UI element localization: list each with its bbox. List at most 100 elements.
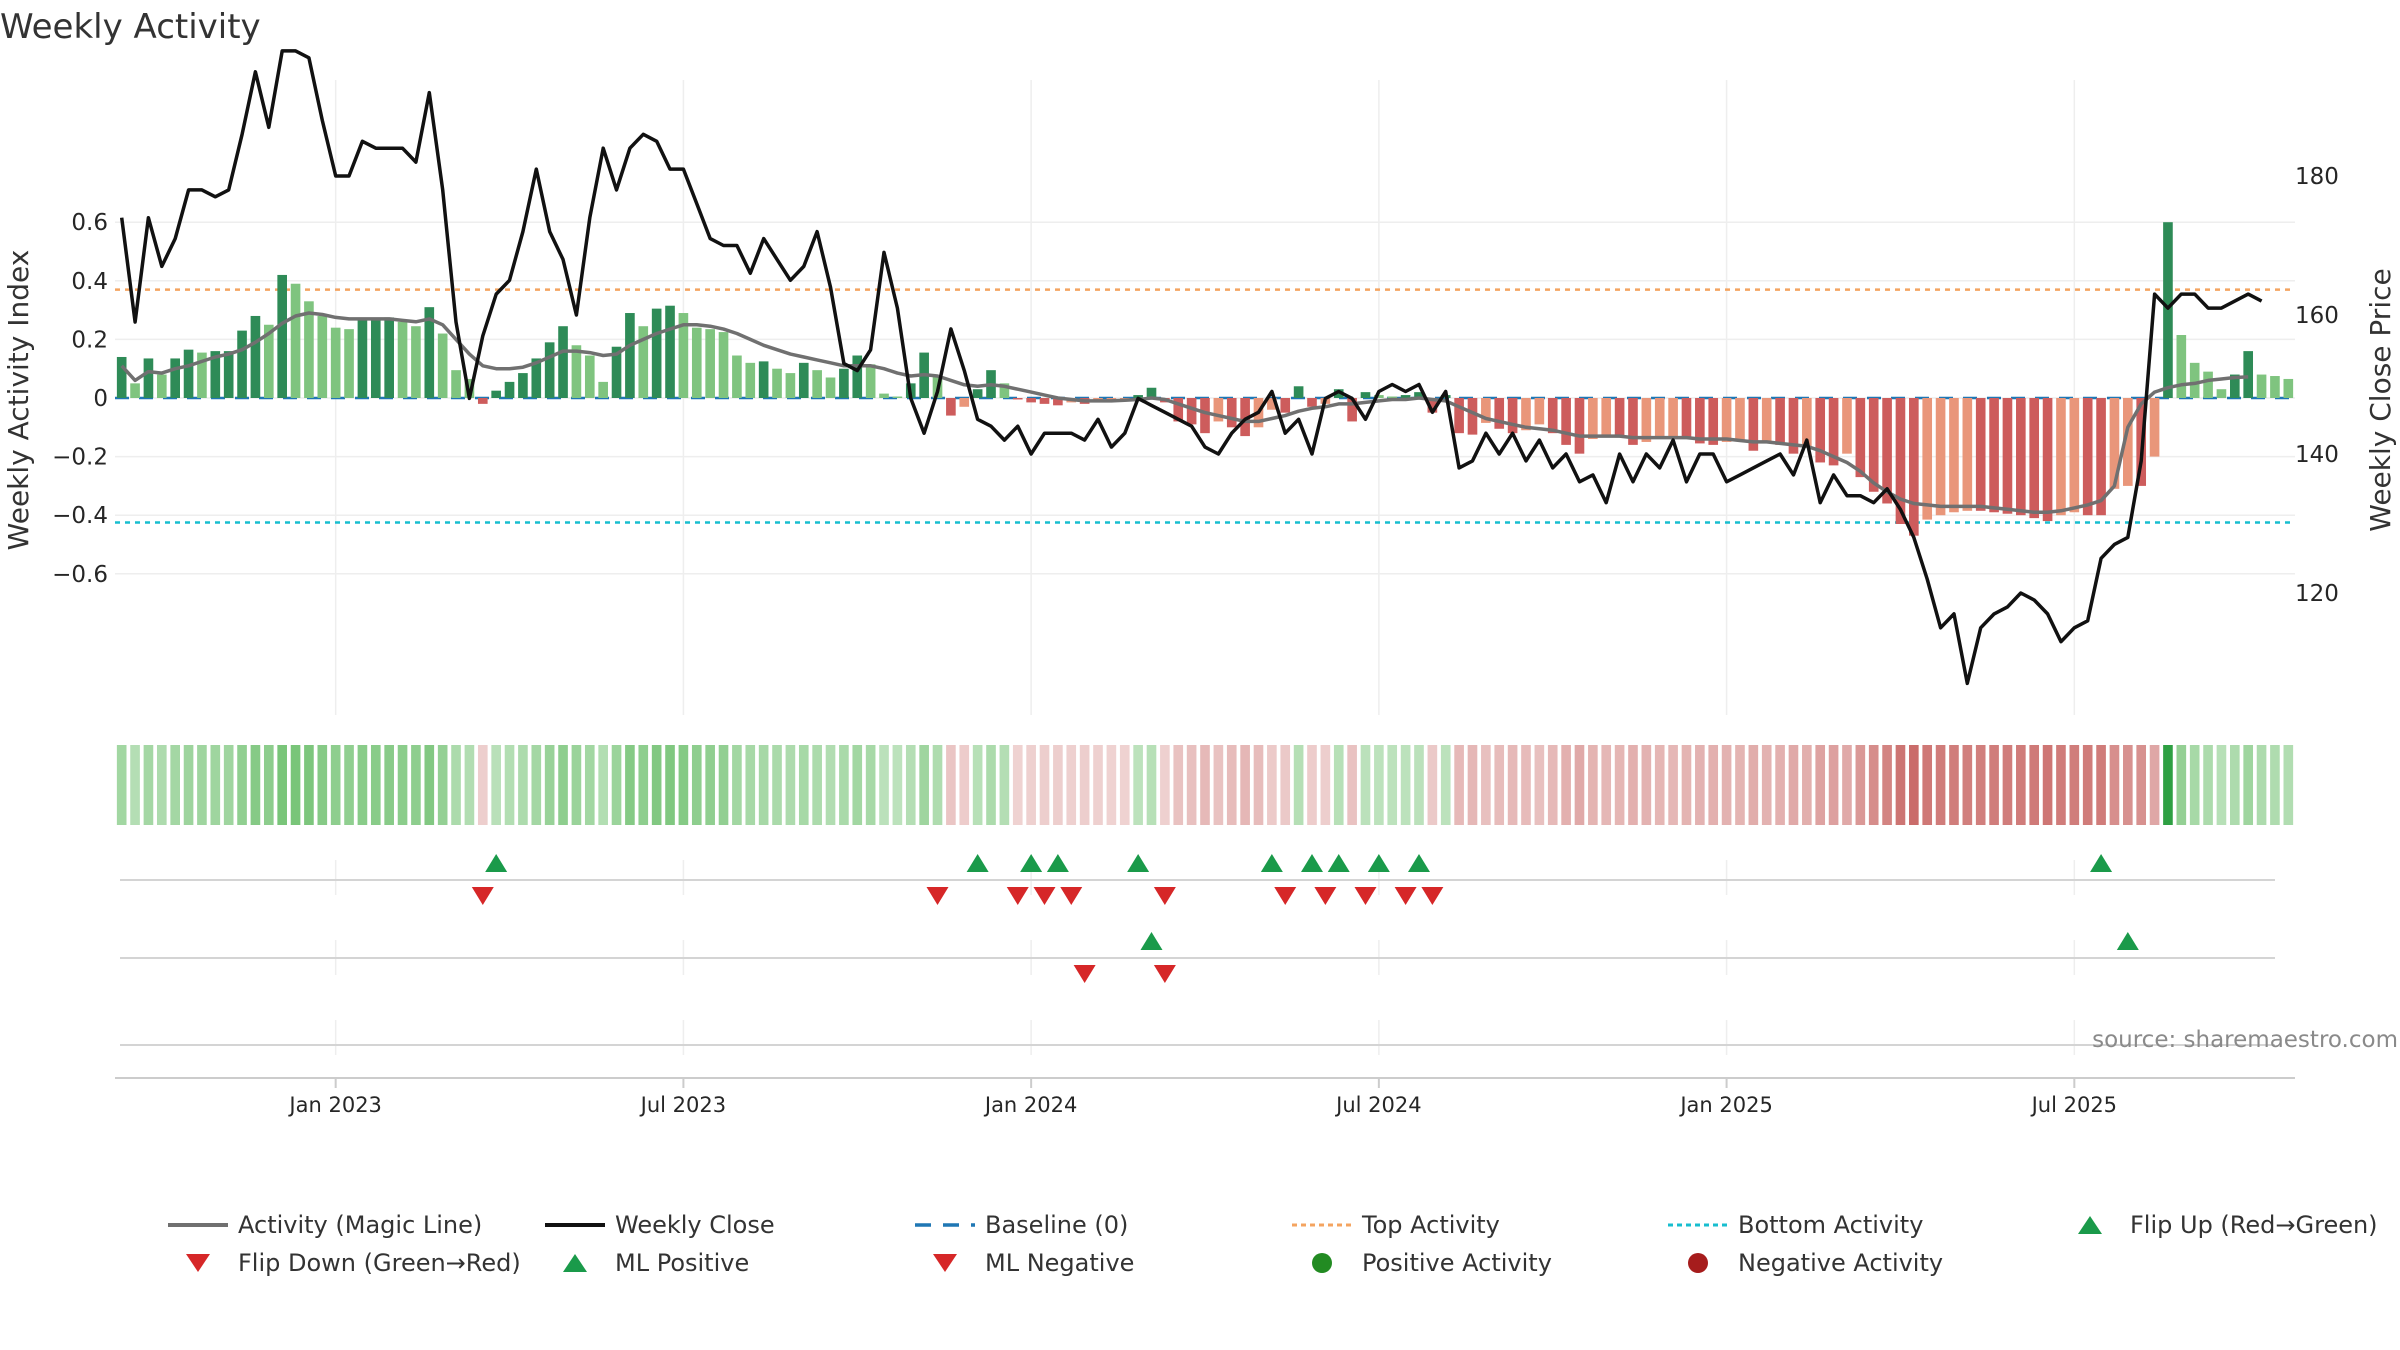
activity-bar bbox=[1347, 398, 1357, 422]
heat-strip-cell bbox=[1039, 745, 1050, 825]
heat-strip-cell bbox=[1320, 745, 1331, 825]
activity-bar bbox=[1909, 398, 1919, 536]
activity-bar bbox=[2203, 371, 2213, 398]
chart-title: Weekly Activity bbox=[0, 7, 261, 47]
activity-bar bbox=[1628, 398, 1638, 445]
heat-strip-cell bbox=[1012, 745, 1023, 825]
heat-strip-cell bbox=[1427, 745, 1438, 825]
heat-strip-cell bbox=[1186, 745, 1197, 825]
legend-label: Flip Up (Red→Green) bbox=[2130, 1211, 2378, 1239]
activity-bar bbox=[611, 346, 622, 398]
heat-strip-cell bbox=[1240, 745, 1250, 825]
left-tick-label: 0.6 bbox=[71, 210, 108, 236]
heat-strip-cell bbox=[330, 745, 341, 825]
activity-bar bbox=[678, 313, 689, 398]
heat-strip-cell bbox=[1975, 745, 1986, 825]
heat-strip-cell bbox=[665, 745, 675, 825]
heat-strip-cell bbox=[1414, 745, 1424, 825]
activity-bar bbox=[1173, 398, 1184, 422]
heat-strip-cell bbox=[1735, 745, 1745, 825]
activity-bar bbox=[437, 333, 448, 398]
activity-bar bbox=[330, 327, 341, 398]
heat-strip-cell bbox=[1815, 745, 1826, 825]
activity-bar bbox=[1614, 398, 1625, 438]
legend-label: ML Negative bbox=[985, 1249, 1134, 1277]
heat-strip-cell bbox=[1641, 745, 1652, 825]
activity-bar bbox=[357, 318, 368, 398]
heat-strip-cell bbox=[999, 745, 1010, 825]
heat-strip-cell bbox=[1748, 745, 1759, 825]
activity-bar bbox=[1654, 398, 1665, 438]
heat-strip-cell bbox=[1588, 745, 1598, 825]
activity-bar bbox=[691, 327, 702, 398]
legend-label: ML Positive bbox=[615, 1249, 749, 1277]
activity-bar bbox=[1374, 395, 1384, 398]
heat-strip-cell bbox=[1788, 745, 1799, 825]
heat-strip-cell bbox=[130, 745, 140, 825]
flip-down-marker bbox=[1153, 887, 1176, 905]
activity-bar bbox=[1735, 398, 1745, 441]
heat-strip-cell bbox=[678, 745, 689, 825]
activity-bar bbox=[1133, 395, 1143, 398]
heat-strip-cell bbox=[691, 745, 702, 825]
heat-strip-cell bbox=[1534, 745, 1545, 825]
heat-strip-cell bbox=[197, 745, 207, 825]
heat-strip-cell bbox=[1293, 745, 1304, 825]
activity-bar bbox=[197, 352, 207, 398]
legend-label: Weekly Close bbox=[615, 1211, 775, 1239]
activity-bar bbox=[1641, 398, 1652, 442]
activity-bar bbox=[1748, 398, 1759, 451]
activity-bar bbox=[1534, 398, 1545, 425]
activity-bar bbox=[1935, 398, 1946, 516]
activity-bar bbox=[892, 396, 903, 398]
flip-down-marker bbox=[471, 887, 494, 905]
activity-bar bbox=[879, 393, 889, 398]
heat-strip-cell bbox=[531, 745, 542, 825]
activity-bar bbox=[1721, 398, 1732, 442]
heat-strip-cell bbox=[1882, 745, 1892, 825]
heat-strip-cell bbox=[1066, 745, 1077, 825]
heat-strip-cell bbox=[2163, 745, 2173, 825]
heat-strip-cell bbox=[705, 745, 715, 825]
heat-strip-cell bbox=[892, 745, 903, 825]
heat-strip-cell bbox=[745, 745, 756, 825]
heat-strip-cell bbox=[2176, 745, 2187, 825]
activity-bar bbox=[718, 332, 729, 398]
heat-strip-cell bbox=[2243, 745, 2254, 825]
flip-down-marker bbox=[1394, 887, 1417, 905]
heat-strip-cell bbox=[1119, 745, 1130, 825]
heat-strip-cell bbox=[370, 745, 381, 825]
heat-strip-cell bbox=[919, 745, 929, 825]
heat-strip-cell bbox=[972, 745, 983, 825]
activity-bar bbox=[1467, 398, 1478, 435]
activity-bar bbox=[397, 321, 408, 398]
heat-strip-cell bbox=[437, 745, 448, 825]
activity-bar bbox=[411, 326, 421, 398]
heat-strip-cell bbox=[344, 745, 354, 825]
heat-strip-cell bbox=[210, 745, 221, 825]
heat-strip-cell bbox=[1440, 745, 1451, 825]
activity-bar bbox=[1949, 398, 1959, 513]
activity-bar bbox=[504, 381, 515, 398]
activity-bar bbox=[2029, 398, 2040, 519]
heat-strip-cell bbox=[424, 745, 435, 825]
heat-strip-cell bbox=[852, 745, 863, 825]
heat-strip-cell bbox=[825, 745, 836, 825]
activity-bar bbox=[143, 358, 154, 398]
flip-down-marker bbox=[1033, 887, 1056, 905]
activity-bar bbox=[638, 326, 649, 398]
heat-strip-cell bbox=[2029, 745, 2040, 825]
heat-strip-cell bbox=[1387, 745, 1398, 825]
left-tick-label: 0.2 bbox=[71, 327, 108, 353]
flip-down-marker bbox=[1006, 887, 1029, 905]
heat-strip-cell bbox=[1079, 745, 1090, 825]
heat-strip-cell bbox=[290, 745, 301, 825]
heat-strip-cell bbox=[357, 745, 368, 825]
activity-bar bbox=[1962, 398, 1973, 511]
heat-strip-cell bbox=[1962, 745, 1973, 825]
heat-strip-cell bbox=[1106, 745, 1117, 825]
legend-triangle-up-icon bbox=[563, 1254, 587, 1272]
heat-strip-cell bbox=[1347, 745, 1357, 825]
heat-strip-cell bbox=[1949, 745, 1959, 825]
right-tick-label: 180 bbox=[2295, 164, 2339, 190]
